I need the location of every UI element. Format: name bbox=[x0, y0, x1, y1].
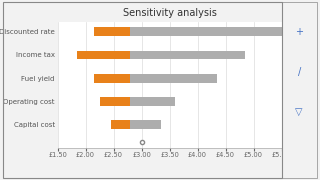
Title: Sensitivity analysis: Sensitivity analysis bbox=[123, 8, 217, 18]
Text: /: / bbox=[298, 67, 301, 77]
Text: +: + bbox=[295, 27, 303, 37]
Bar bbox=[94, 27, 131, 36]
Bar bbox=[100, 97, 131, 106]
Text: ▽: ▽ bbox=[295, 107, 303, 117]
Bar bbox=[131, 51, 245, 59]
Bar bbox=[131, 120, 161, 129]
Bar bbox=[131, 97, 175, 106]
Bar bbox=[111, 120, 131, 129]
Bar bbox=[94, 74, 131, 82]
Bar bbox=[77, 51, 131, 59]
Bar bbox=[131, 74, 217, 82]
Bar bbox=[131, 27, 284, 36]
